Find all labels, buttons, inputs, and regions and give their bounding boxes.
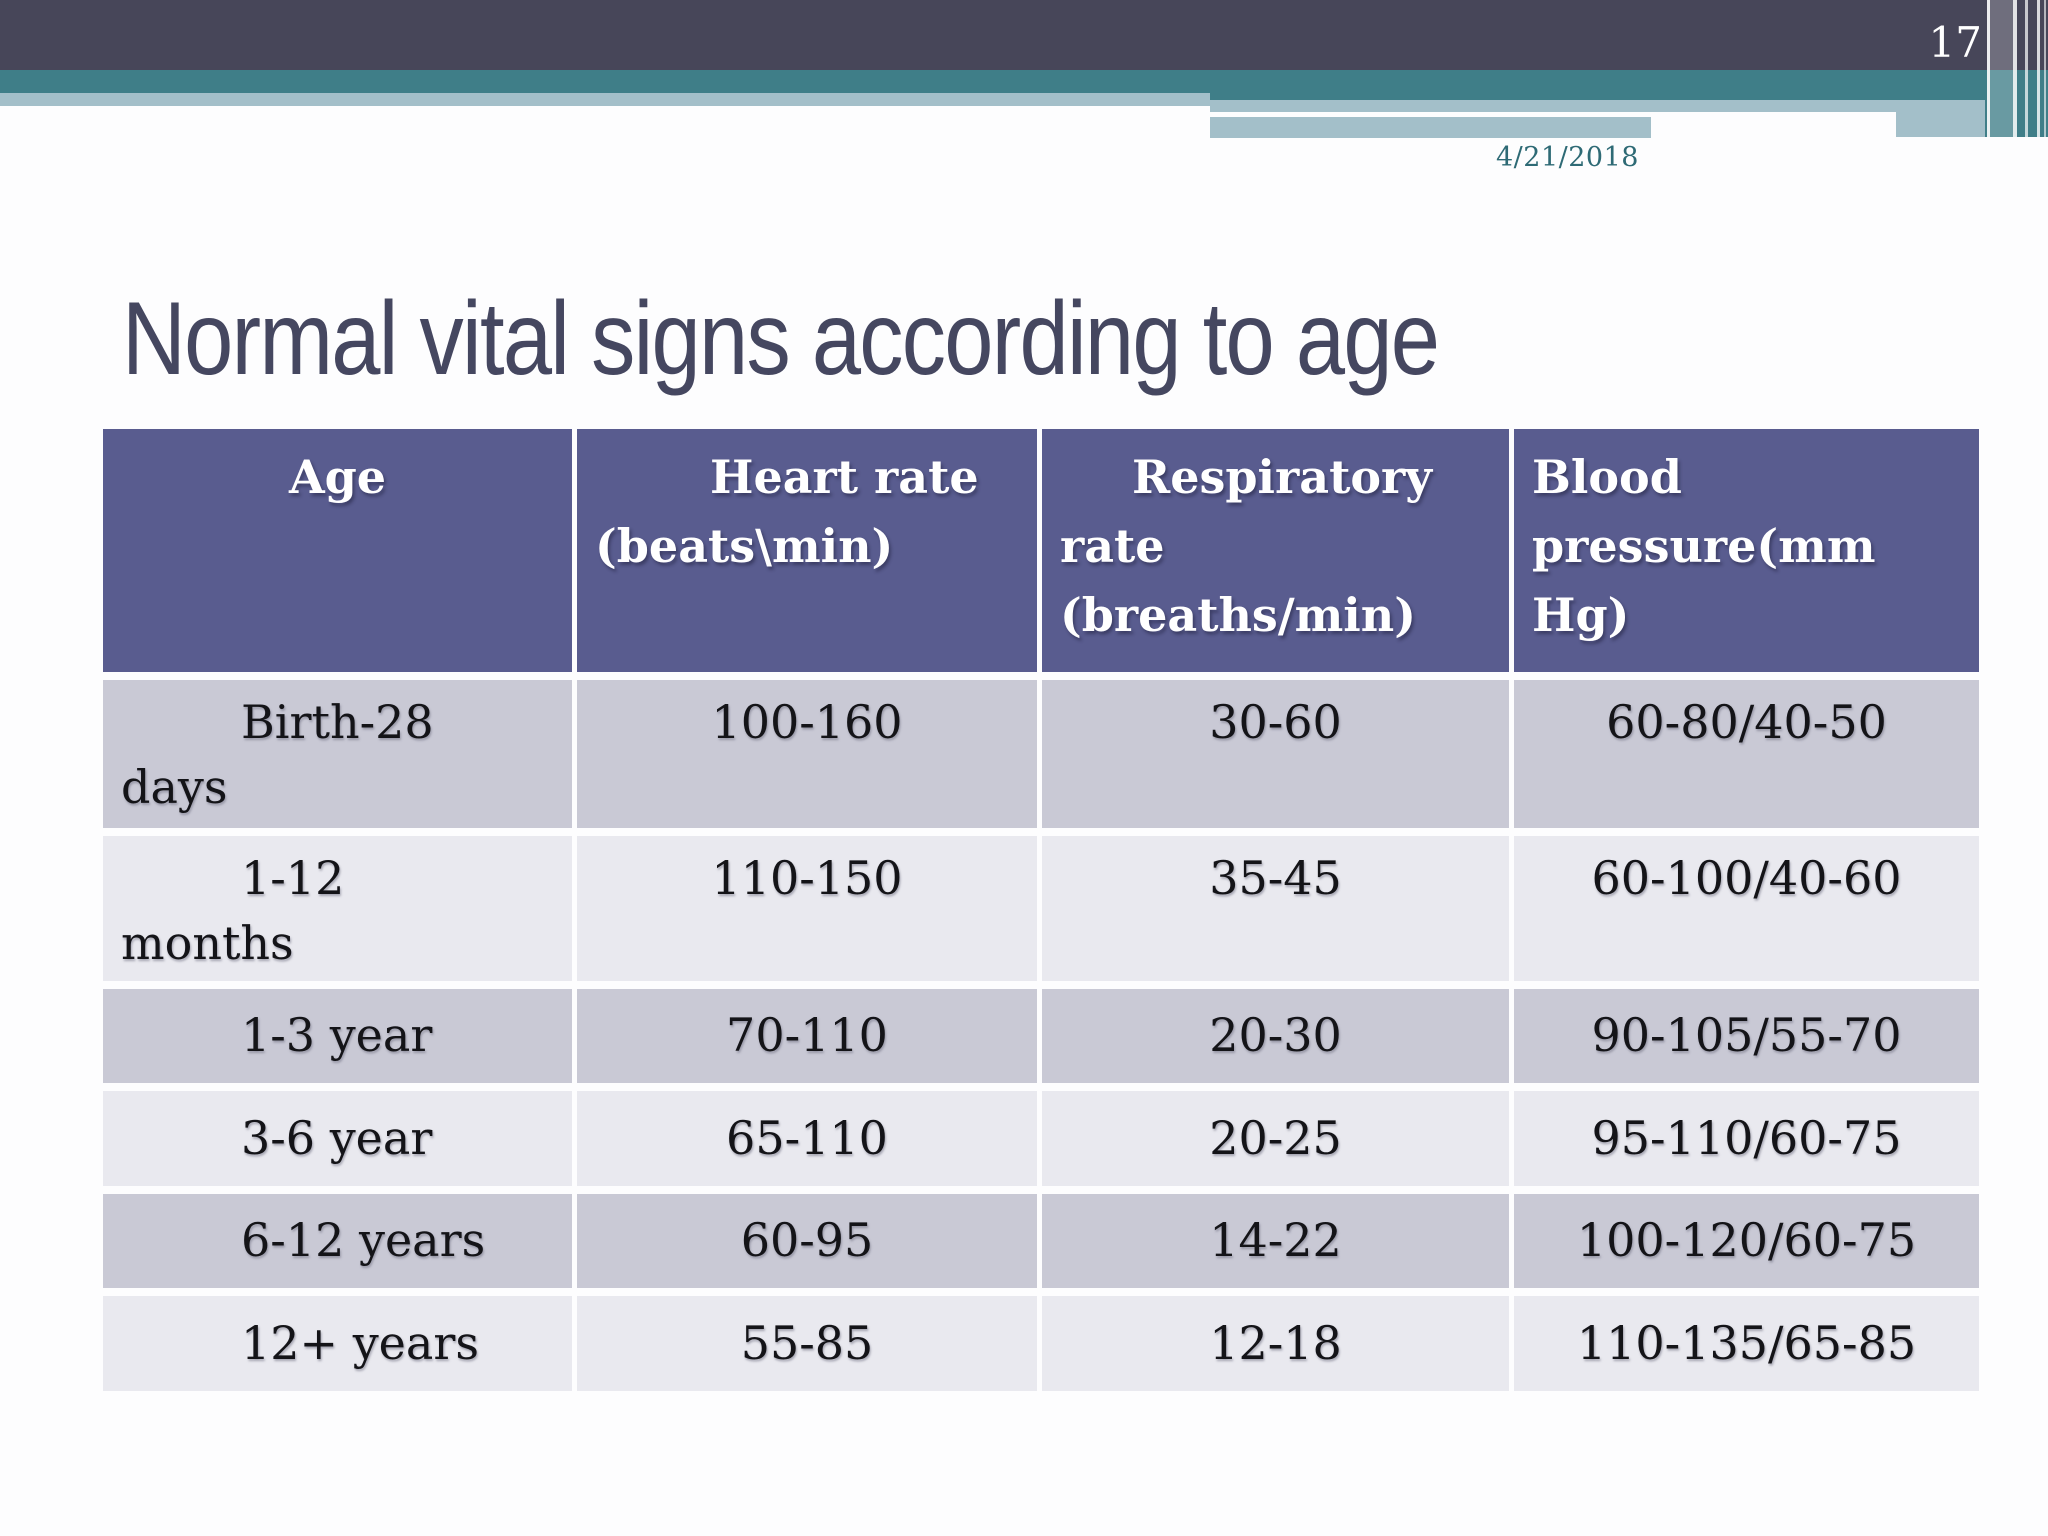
- cell-line: 35-45: [1209, 851, 1342, 905]
- page-number: 17: [1928, 18, 1982, 67]
- accent-stripe-lower: [1210, 117, 1651, 138]
- cell-line: days: [121, 760, 228, 815]
- table-cell-age: 1-3 year: [103, 989, 572, 1083]
- header-line: Respiratory: [1132, 450, 1432, 504]
- header-line: Heart rate: [710, 450, 979, 504]
- pinstripe: [2013, 0, 2017, 137]
- cell-line: 1-12: [241, 851, 345, 905]
- table-cell-age: 1-12 months: [103, 836, 572, 981]
- table-cell-value: 70-110: [577, 989, 1037, 1083]
- table-cell-value: 55-85: [577, 1296, 1037, 1391]
- cell-line: 3-6 year: [241, 1110, 433, 1165]
- pinstripe: [1987, 0, 1990, 137]
- cell-line: 100-160: [711, 695, 903, 749]
- cell-line: 20-25: [1209, 1110, 1342, 1165]
- cell-line: 110-135/65-85: [1576, 1315, 1917, 1370]
- accent-stripe-left: [0, 93, 1210, 106]
- vital-signs-table: Age Heart rate (beats\min) Respiratory r…: [103, 429, 1979, 1391]
- cell-line: 70-110: [726, 1008, 888, 1063]
- table-cell-value: 110-150: [577, 836, 1037, 981]
- table-cell-value: 65-110: [577, 1091, 1037, 1186]
- table-cell-value: 95-110/60-75: [1514, 1091, 1979, 1186]
- table-cell-value: 100-120/60-75: [1514, 1194, 1979, 1288]
- table-cell-value: 60-80/40-50: [1514, 680, 1979, 828]
- pinstripe: [1990, 0, 2013, 137]
- cell-line: 14-22: [1209, 1213, 1342, 1268]
- table-cell-value: 12-18: [1042, 1296, 1509, 1391]
- table-cell-value: 60-100/40-60: [1514, 836, 1979, 981]
- table-cell-age: 12+ years: [103, 1296, 572, 1391]
- table-cell-value: 60-95: [577, 1194, 1037, 1288]
- cell-line: Birth-28: [241, 695, 434, 749]
- table-cell-value: 20-25: [1042, 1091, 1509, 1186]
- accent-stripe-middle: [1210, 100, 1985, 112]
- header-cell-blood-pressure: Blood pressure(mm Hg): [1514, 429, 1979, 672]
- header-line: rate: [1060, 519, 1165, 573]
- table-cell-value: 14-22: [1042, 1194, 1509, 1288]
- cell-line: 90-105/55-70: [1591, 1008, 1902, 1063]
- top-dark-bar: [0, 0, 2048, 70]
- cell-line: 12+ years: [241, 1315, 479, 1370]
- header-line: (breaths/min): [1060, 588, 1416, 642]
- pinstripe: [2044, 0, 2046, 137]
- header-line: Hg): [1532, 588, 1630, 642]
- cell-line: 100-120/60-75: [1576, 1213, 1917, 1268]
- header-line: pressure(mm: [1532, 519, 1876, 573]
- cell-line: 60-100/40-60: [1591, 851, 1902, 905]
- corner-pinstripes-decoration: [1985, 0, 2048, 137]
- table-cell-value: 90-105/55-70: [1514, 989, 1979, 1083]
- slide-title: Normal vital signs according to age: [122, 281, 1440, 397]
- table-cell-value: 110-135/65-85: [1514, 1296, 1979, 1391]
- cell-line: 55-85: [740, 1315, 874, 1370]
- cell-line: 30-60: [1209, 695, 1342, 749]
- table-cell-value: 35-45: [1042, 836, 1509, 981]
- cell-line: months: [121, 916, 294, 971]
- cell-line: 60-95: [740, 1213, 874, 1268]
- header-line: Blood: [1532, 450, 1682, 504]
- header-cell-heart-rate: Heart rate (beats\min): [577, 429, 1037, 672]
- header-line: Age: [288, 450, 387, 504]
- cell-line: 65-110: [726, 1110, 888, 1165]
- cell-line: 1-3 year: [241, 1008, 433, 1063]
- cell-line: 20-30: [1209, 1008, 1342, 1063]
- header-line: (beats\min): [595, 519, 894, 573]
- table-cell-age: 6-12 years: [103, 1194, 572, 1288]
- accent-stripe-corner: [1896, 112, 1985, 137]
- cell-line: 95-110/60-75: [1591, 1110, 1902, 1165]
- cell-line: 12-18: [1209, 1315, 1342, 1370]
- cell-line: 6-12 years: [241, 1213, 486, 1268]
- pinstripe: [2025, 0, 2028, 137]
- table-cell-age: Birth-28 days: [103, 680, 572, 828]
- header-cell-respiratory-rate: Respiratory rate (breaths/min): [1042, 429, 1509, 672]
- pinstripe: [2037, 0, 2040, 137]
- table-cell-value: 30-60: [1042, 680, 1509, 828]
- slide-date: 4/21/2018: [1496, 142, 1639, 173]
- table-cell-value: 100-160: [577, 680, 1037, 828]
- header-cell-age: Age: [103, 429, 572, 672]
- table-cell-age: 3-6 year: [103, 1091, 572, 1186]
- cell-line: 60-80/40-50: [1606, 695, 1887, 749]
- table-cell-value: 20-30: [1042, 989, 1509, 1083]
- cell-line: 110-150: [711, 851, 903, 905]
